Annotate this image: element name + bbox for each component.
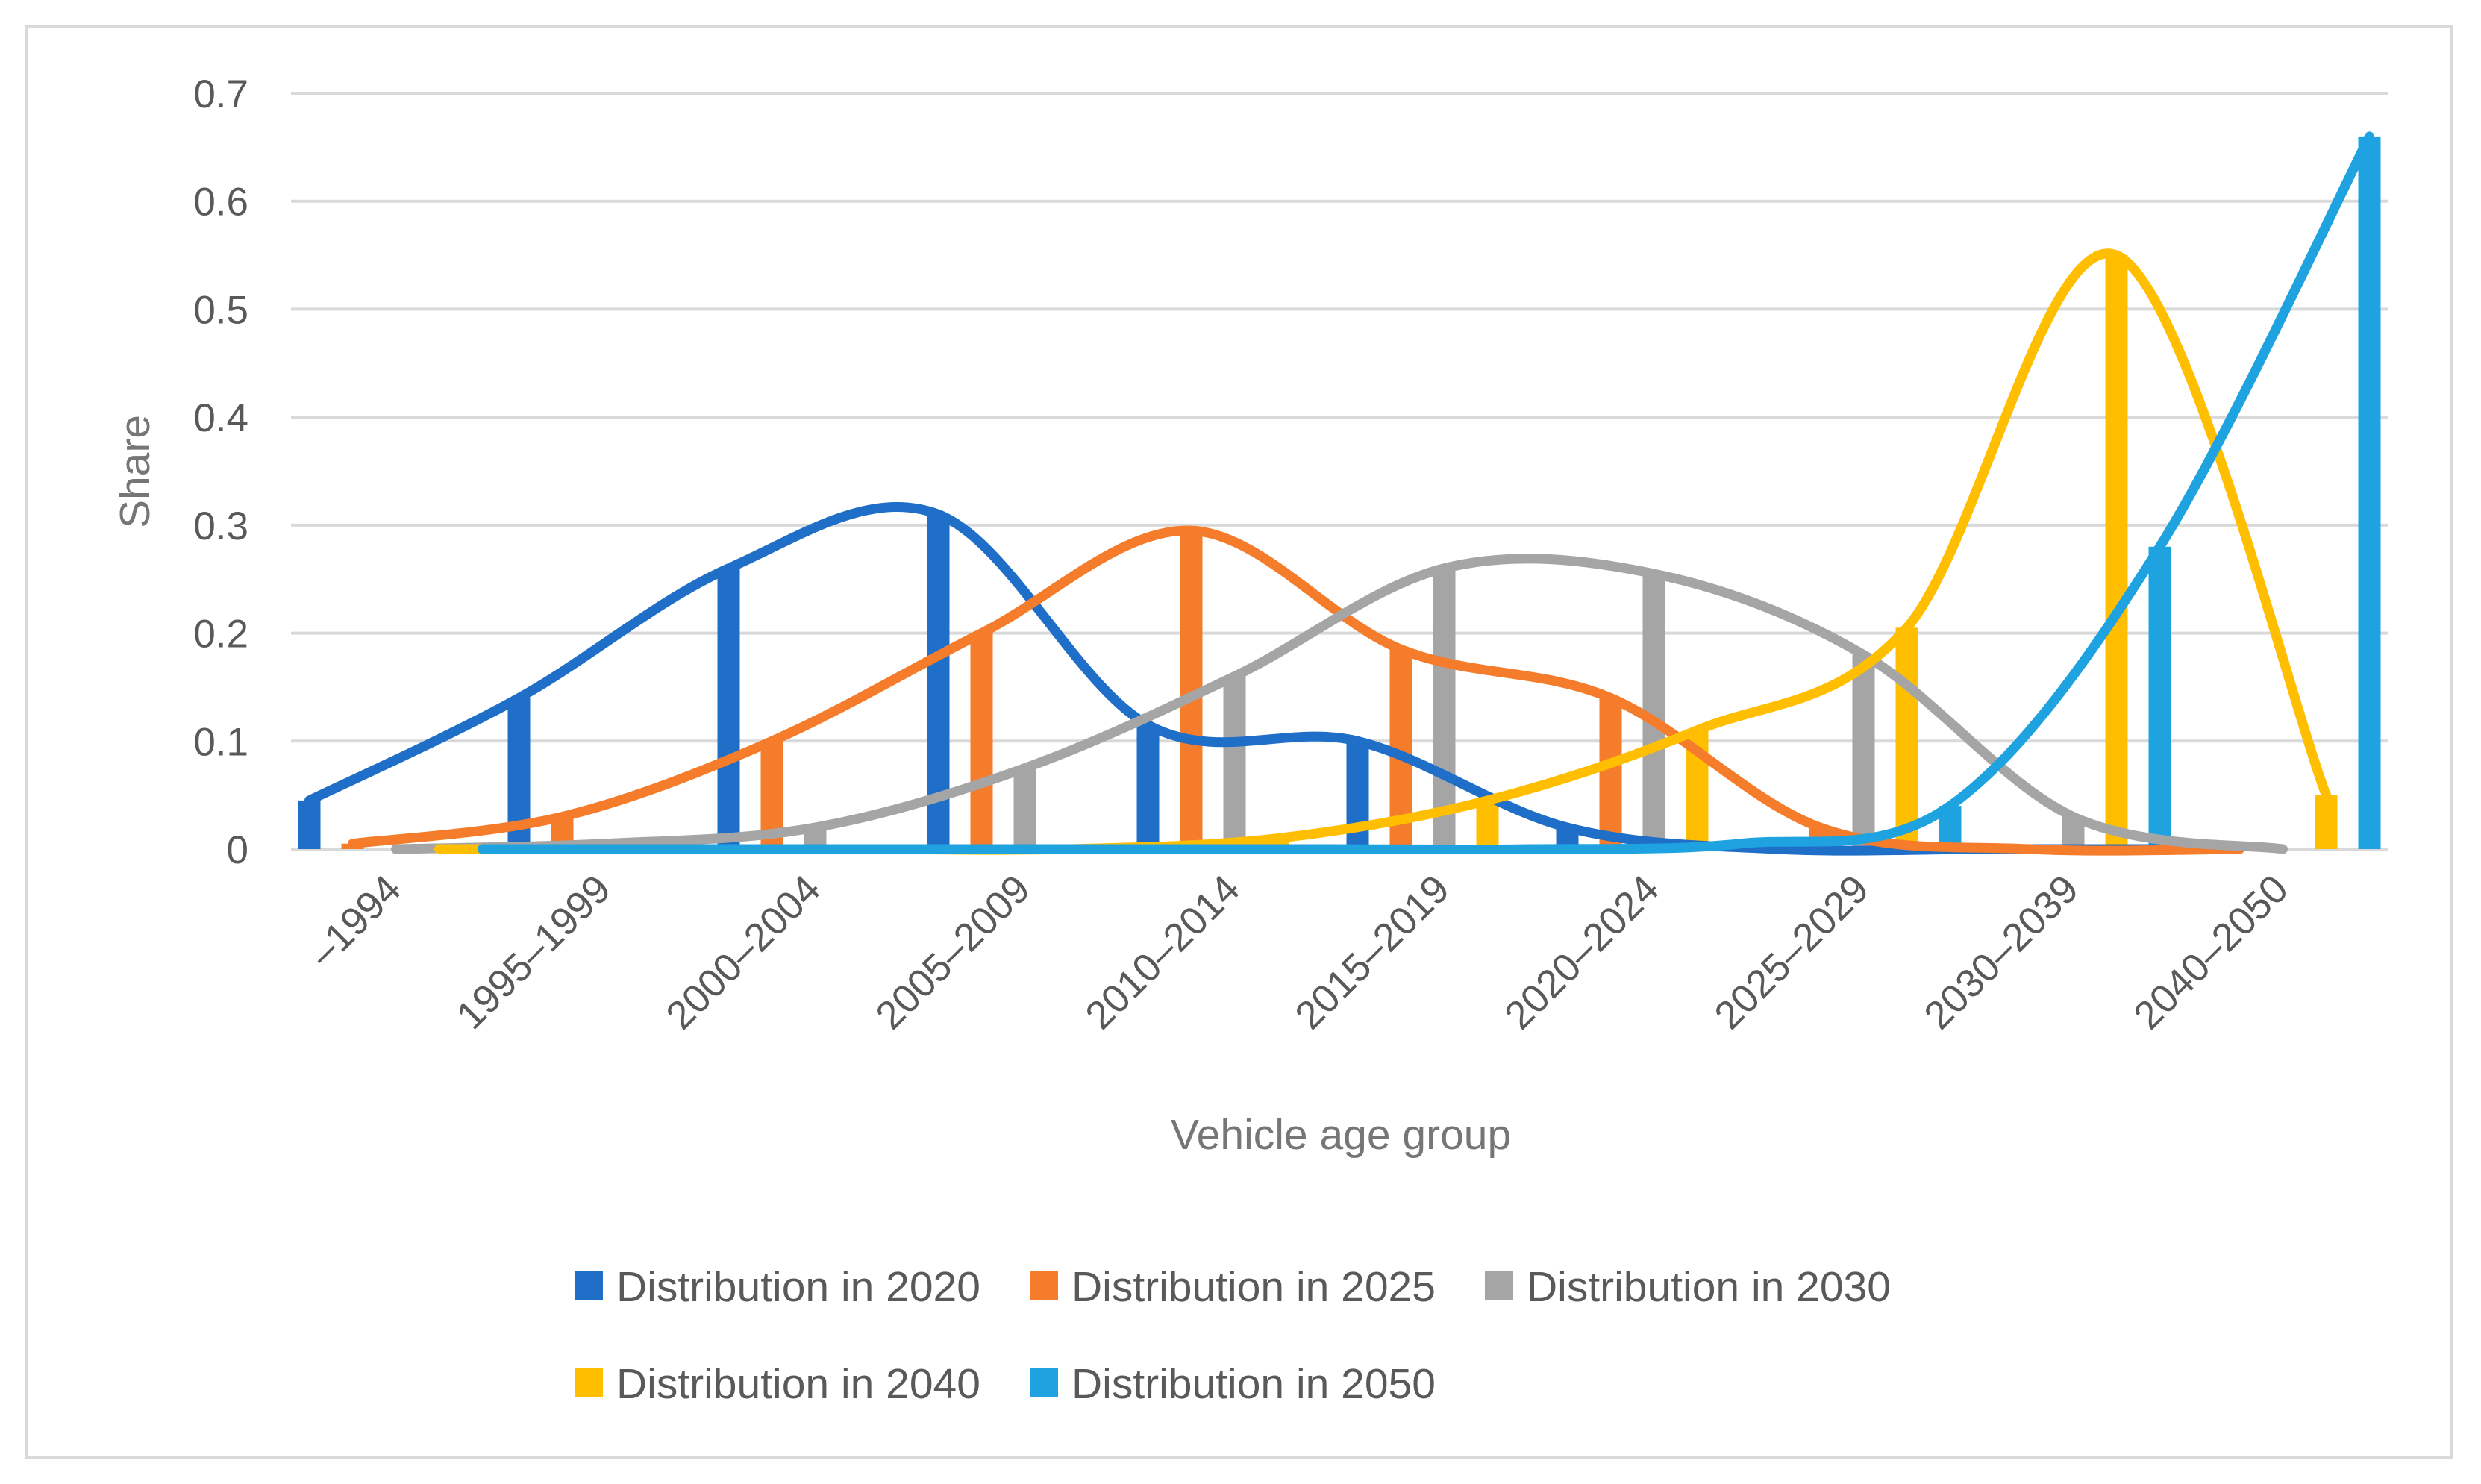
series-curve bbox=[304, 502, 2201, 856]
x-axis-ticks: –1994 1995–1999 2000–2004 2005–2009 2010–201… bbox=[301, 867, 2297, 1038]
x-tick-label: 2010–2014 bbox=[1077, 867, 1248, 1038]
bar bbox=[717, 568, 740, 849]
bar bbox=[1013, 768, 1036, 849]
bar bbox=[1433, 568, 1456, 849]
bar bbox=[1599, 698, 1622, 849]
y-tick-label: 0.5 bbox=[193, 288, 248, 332]
y-tick-label: 0 bbox=[227, 828, 248, 872]
bar bbox=[970, 633, 993, 849]
x-axis-title: Vehicle age group bbox=[1171, 1111, 1511, 1159]
legend-label: Distribution in 2040 bbox=[616, 1360, 980, 1408]
legend-swatch bbox=[575, 1271, 603, 1300]
legend-label: Distribution in 2030 bbox=[1527, 1263, 1891, 1311]
x-tick-label: 2000–2004 bbox=[658, 867, 829, 1038]
bar bbox=[1223, 676, 1246, 849]
y-tick-label: 0.3 bbox=[193, 504, 248, 548]
y-axis-ticks: 0 0.1 0.2 0.3 0.4 0.5 0.6 0.7 bbox=[193, 72, 248, 872]
y-tick-label: 0.6 bbox=[193, 181, 248, 225]
x-tick-label: 2030–2039 bbox=[1916, 867, 2087, 1038]
legend-label: Distribution in 2025 bbox=[1071, 1263, 1436, 1311]
y-tick-label: 0.1 bbox=[193, 720, 248, 764]
bar bbox=[1895, 627, 1918, 849]
y-tick-label: 0.2 bbox=[193, 613, 248, 657]
legend-swatch bbox=[1485, 1271, 1513, 1300]
x-tick-label: 2020–2024 bbox=[1497, 867, 1668, 1038]
y-axis-title: Share bbox=[111, 415, 159, 528]
legend-item: Distribution in 2050 bbox=[1030, 1360, 1436, 1408]
legend-item: Distribution in 2040 bbox=[575, 1360, 980, 1408]
legend-swatch bbox=[575, 1368, 603, 1397]
series-curve bbox=[348, 525, 2244, 856]
bar bbox=[1852, 654, 1875, 849]
legend-label: Distribution in 2050 bbox=[1071, 1360, 1436, 1408]
bar bbox=[2148, 546, 2171, 849]
bar bbox=[298, 800, 321, 849]
x-tick-label: 1995–1999 bbox=[448, 867, 619, 1038]
series-curve bbox=[478, 131, 2374, 855]
bar bbox=[1136, 724, 1160, 849]
y-tick-label: 0.4 bbox=[193, 396, 248, 440]
bar-series bbox=[298, 136, 2381, 850]
x-tick-label: 2025–2029 bbox=[1706, 867, 1877, 1038]
x-tick-label: –1994 bbox=[301, 867, 410, 976]
legend-swatch bbox=[1030, 1368, 1058, 1397]
legend-swatch bbox=[1030, 1271, 1058, 1300]
legend-item: Distribution in 2025 bbox=[1030, 1263, 1436, 1311]
curve-series bbox=[304, 131, 2374, 856]
legend-item: Distribution in 2030 bbox=[1485, 1263, 1891, 1311]
bar bbox=[2315, 795, 2338, 849]
x-tick-label: 2005–2009 bbox=[868, 867, 1039, 1038]
x-tick-label: 2015–2019 bbox=[1287, 867, 1458, 1038]
legend-label: Distribution in 2020 bbox=[616, 1263, 980, 1311]
legend-item: Distribution in 2020 bbox=[575, 1263, 980, 1311]
legend: Distribution in 2020 Distribution in 2025… bbox=[575, 1263, 1891, 1408]
bar bbox=[2358, 136, 2381, 849]
x-tick-label: 2040–2050 bbox=[2126, 867, 2297, 1038]
bar bbox=[1476, 800, 1499, 849]
y-tick-label: 0.7 bbox=[193, 72, 248, 116]
bar bbox=[2105, 255, 2128, 850]
series-curve bbox=[391, 554, 2288, 854]
